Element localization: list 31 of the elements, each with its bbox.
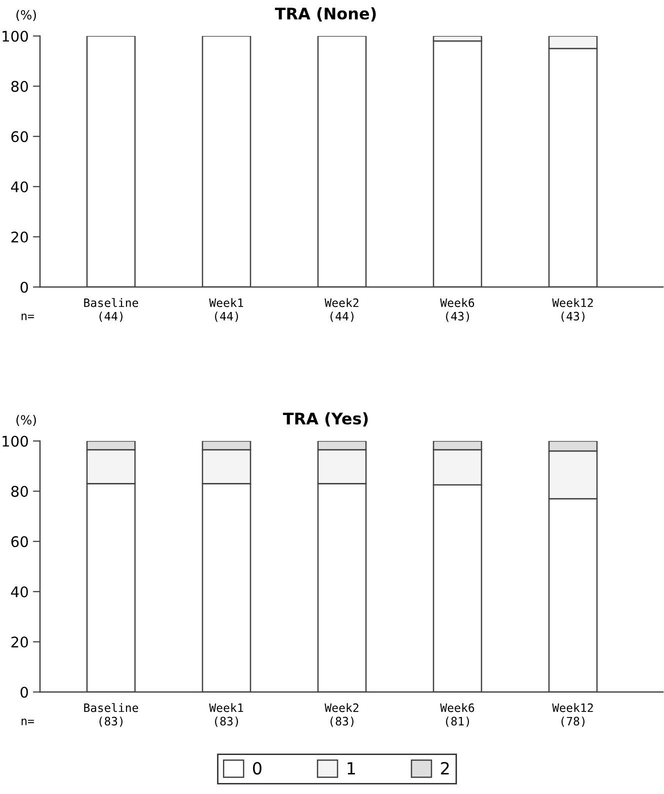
chart-title: TRA (None) <box>274 7 376 22</box>
x-tick-label: Baseline (44) <box>84 298 138 322</box>
y-tick-label: 40 <box>11 181 28 192</box>
y-tick-label: 40 <box>11 586 28 598</box>
y-tick-label: 0 <box>20 686 28 698</box>
y-tick-label: 20 <box>11 636 28 648</box>
y-tick-label: 80 <box>11 80 28 92</box>
y-axis-title: (%) <box>16 414 36 426</box>
x-tick-label: Week12 (78) <box>552 703 593 727</box>
y-tick-label: 100 <box>2 436 28 447</box>
x-tick-label: Week2 (83) <box>324 703 358 727</box>
y-tick-label: 20 <box>11 232 28 243</box>
text: n= <box>22 718 34 726</box>
y-tick-label: 60 <box>11 536 28 548</box>
y-axis-title: (%) <box>16 10 36 22</box>
legend-label: 0 <box>253 762 262 775</box>
x-tick-label: Week2 (44) <box>324 298 358 322</box>
legend-label: 1 <box>348 762 355 774</box>
chart-title: TRA (Yes) <box>282 412 368 426</box>
x-tick-label: Week6 (81) <box>440 703 474 727</box>
x-tick-label: Week1 (44) <box>209 298 244 322</box>
x-tick-label: Week1 (83) <box>209 703 244 727</box>
y-tick-label: 100 <box>2 30 28 42</box>
x-tick-label: Baseline (83) <box>84 703 138 727</box>
y-tick-label: 0 <box>20 282 28 293</box>
legend-label: 2 <box>441 762 449 774</box>
x-tick-label: Week12 (43) <box>552 298 593 322</box>
y-tick-label: 80 <box>11 486 28 497</box>
y-tick-label: 60 <box>11 131 28 142</box>
x-tick-label: Week6 (43) <box>440 298 474 322</box>
text: n= <box>22 314 34 320</box>
